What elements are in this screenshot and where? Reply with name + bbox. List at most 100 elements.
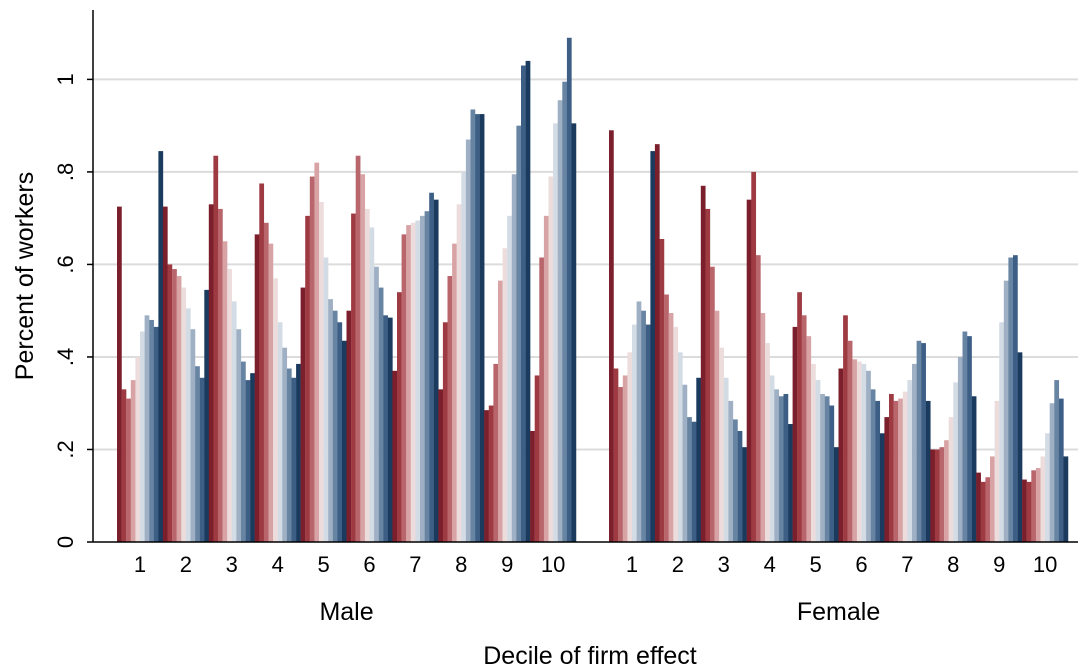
bar bbox=[696, 377, 702, 542]
bar bbox=[847, 340, 853, 542]
bar bbox=[907, 380, 913, 542]
bar bbox=[185, 308, 191, 542]
y-tick-label: 1 bbox=[53, 73, 78, 85]
bar bbox=[323, 257, 329, 542]
bar bbox=[737, 430, 743, 542]
bar bbox=[475, 114, 480, 542]
bar bbox=[429, 192, 434, 543]
bar bbox=[1013, 255, 1018, 542]
bar bbox=[994, 400, 1000, 542]
bar bbox=[355, 155, 361, 542]
bar bbox=[126, 398, 131, 542]
bar bbox=[811, 363, 816, 542]
bar bbox=[957, 356, 963, 542]
bar bbox=[263, 222, 269, 543]
bar bbox=[682, 384, 688, 542]
y-tick-label: .4 bbox=[53, 348, 78, 366]
bar bbox=[364, 208, 370, 543]
bar bbox=[117, 206, 122, 543]
bar bbox=[309, 176, 315, 543]
x-tick-label: 4 bbox=[764, 552, 776, 577]
bar bbox=[383, 315, 389, 542]
bar bbox=[516, 125, 522, 543]
bar bbox=[700, 185, 706, 543]
bar bbox=[236, 329, 242, 542]
bar bbox=[204, 289, 210, 542]
bar bbox=[1063, 456, 1069, 542]
bar bbox=[967, 336, 972, 542]
bar bbox=[765, 343, 770, 542]
bar bbox=[135, 356, 141, 542]
bars bbox=[117, 37, 1069, 543]
y-tick-label: 0 bbox=[53, 536, 78, 548]
bar bbox=[149, 319, 154, 542]
bar bbox=[921, 343, 926, 542]
bar bbox=[916, 340, 922, 542]
bar bbox=[525, 60, 531, 542]
x-tick-label: 6 bbox=[363, 552, 375, 577]
bar bbox=[925, 400, 931, 542]
bar bbox=[971, 396, 977, 542]
bar bbox=[723, 377, 729, 542]
bar bbox=[609, 130, 614, 542]
x-tick-labels: 1 2 3 4 5 6 7 8 9 10 1 2 3 4 5 6 7 8 9 10 bbox=[134, 552, 1057, 577]
bar bbox=[305, 215, 310, 543]
bar bbox=[1017, 352, 1023, 542]
bar bbox=[167, 264, 173, 542]
bar bbox=[548, 176, 554, 543]
x-tick-label: 5 bbox=[317, 552, 329, 577]
bar bbox=[1049, 403, 1055, 542]
bar bbox=[153, 326, 159, 542]
bar bbox=[195, 366, 200, 542]
bar bbox=[465, 139, 471, 542]
bar bbox=[944, 440, 949, 542]
bar bbox=[314, 162, 320, 542]
bar bbox=[902, 391, 908, 542]
group-label: Male bbox=[319, 598, 373, 626]
bar bbox=[415, 220, 421, 543]
bar bbox=[488, 405, 494, 542]
bar bbox=[912, 363, 917, 542]
bar bbox=[351, 213, 356, 543]
bar bbox=[714, 310, 720, 542]
bar bbox=[337, 322, 343, 542]
bar bbox=[181, 287, 187, 542]
bar bbox=[213, 155, 219, 542]
bar bbox=[934, 449, 940, 542]
bar bbox=[1026, 481, 1032, 542]
x-tick-label: 8 bbox=[947, 552, 959, 577]
x-tick-label: 6 bbox=[855, 552, 867, 577]
bar bbox=[677, 352, 683, 542]
x-tick-label: 10 bbox=[541, 552, 565, 577]
bar bbox=[130, 380, 136, 542]
bar bbox=[543, 215, 549, 543]
bar bbox=[618, 387, 623, 542]
bar bbox=[507, 215, 512, 543]
bar bbox=[401, 234, 407, 542]
x-tick-label: 4 bbox=[272, 552, 284, 577]
bar bbox=[838, 368, 844, 542]
bar bbox=[1058, 398, 1064, 542]
bar bbox=[769, 375, 775, 542]
bar bbox=[158, 151, 164, 542]
axes bbox=[92, 10, 1078, 543]
bar bbox=[479, 114, 485, 542]
bar bbox=[319, 201, 324, 543]
bar bbox=[521, 65, 526, 542]
bar bbox=[659, 238, 665, 543]
bar bbox=[664, 294, 669, 542]
bar bbox=[948, 417, 954, 542]
bar bbox=[1040, 456, 1046, 542]
bar bbox=[259, 183, 265, 543]
bar bbox=[733, 419, 738, 542]
group-label: Female bbox=[797, 598, 880, 626]
bar bbox=[783, 393, 789, 542]
bar bbox=[613, 368, 619, 542]
bar bbox=[502, 248, 508, 543]
bar bbox=[1045, 433, 1050, 542]
bar bbox=[815, 380, 821, 542]
bar bbox=[668, 313, 674, 542]
bar bbox=[792, 326, 798, 542]
bar bbox=[218, 208, 223, 543]
